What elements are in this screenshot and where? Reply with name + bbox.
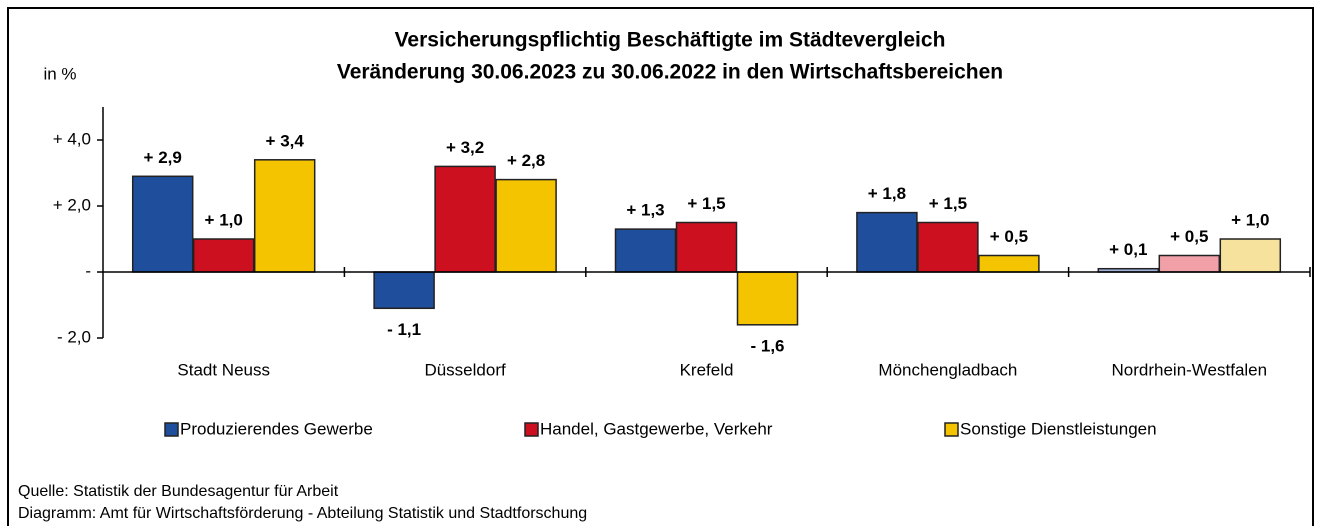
y-tick-label: + 2,0 xyxy=(53,195,91,214)
bar xyxy=(434,165,496,273)
value-label: + 2,9 xyxy=(144,148,182,167)
chart-subtitle: Veränderung 30.06.2023 zu 30.06.2022 in … xyxy=(337,61,1003,84)
value-label: + 3,4 xyxy=(266,131,305,150)
value-label: - 1,6 xyxy=(750,336,784,355)
source: Quelle: Statistik der Bundesagentur für … xyxy=(18,483,339,500)
value-label: + 1,0 xyxy=(205,210,243,229)
value-label: - 1,1 xyxy=(387,320,421,339)
value-label: + 2,8 xyxy=(507,151,545,170)
bar xyxy=(917,221,979,273)
value-label: + 1,5 xyxy=(929,194,967,213)
bar xyxy=(736,271,799,326)
x-tick-label: Düsseldorf xyxy=(424,360,506,379)
value-label: + 0,1 xyxy=(1109,240,1147,259)
bar xyxy=(131,175,194,273)
value-label: + 1,0 xyxy=(1231,210,1269,229)
value-label: + 0,5 xyxy=(990,227,1028,246)
bar xyxy=(1158,254,1221,273)
bar xyxy=(192,238,255,273)
x-tick-label: Mönchengladbach xyxy=(878,360,1017,379)
legend-label: Produzierendes Gewerbe xyxy=(180,419,373,438)
legend-label: Handel, Gastgewerbe, Verkehr xyxy=(540,419,773,438)
value-label: + 0,5 xyxy=(1170,227,1208,246)
legend-swatch xyxy=(164,422,179,437)
y-tick-label: + 4,0 xyxy=(53,129,91,148)
y-axis-label: in % xyxy=(43,64,76,83)
bar xyxy=(675,221,738,273)
chart-title: Versicherungspflichtig Beschäftigte im S… xyxy=(395,29,946,52)
credit: Diagramm: Amt für Wirtschaftsförderung -… xyxy=(18,505,587,522)
bar xyxy=(614,228,677,273)
legend-swatch xyxy=(524,422,539,437)
x-tick-label: Stadt Neuss xyxy=(177,360,270,379)
bar xyxy=(253,159,316,273)
value-label: + 1,3 xyxy=(626,201,664,220)
value-label: + 1,8 xyxy=(868,184,906,203)
x-tick-label: Krefeld xyxy=(680,360,734,379)
bar xyxy=(978,254,1040,273)
y-tick-label: - 2,0 xyxy=(57,327,91,346)
bar xyxy=(373,271,435,310)
y-tick-label: - xyxy=(85,261,91,280)
bar xyxy=(1219,238,1282,273)
legend-label: Sonstige Dienstleistungen xyxy=(960,419,1157,438)
value-label: + 1,5 xyxy=(687,194,725,213)
bar xyxy=(495,178,557,273)
value-label: + 3,2 xyxy=(446,138,484,157)
bar xyxy=(856,211,918,273)
x-tick-label: Nordrhein-Westfalen xyxy=(1112,360,1268,379)
legend-swatch xyxy=(944,422,959,437)
